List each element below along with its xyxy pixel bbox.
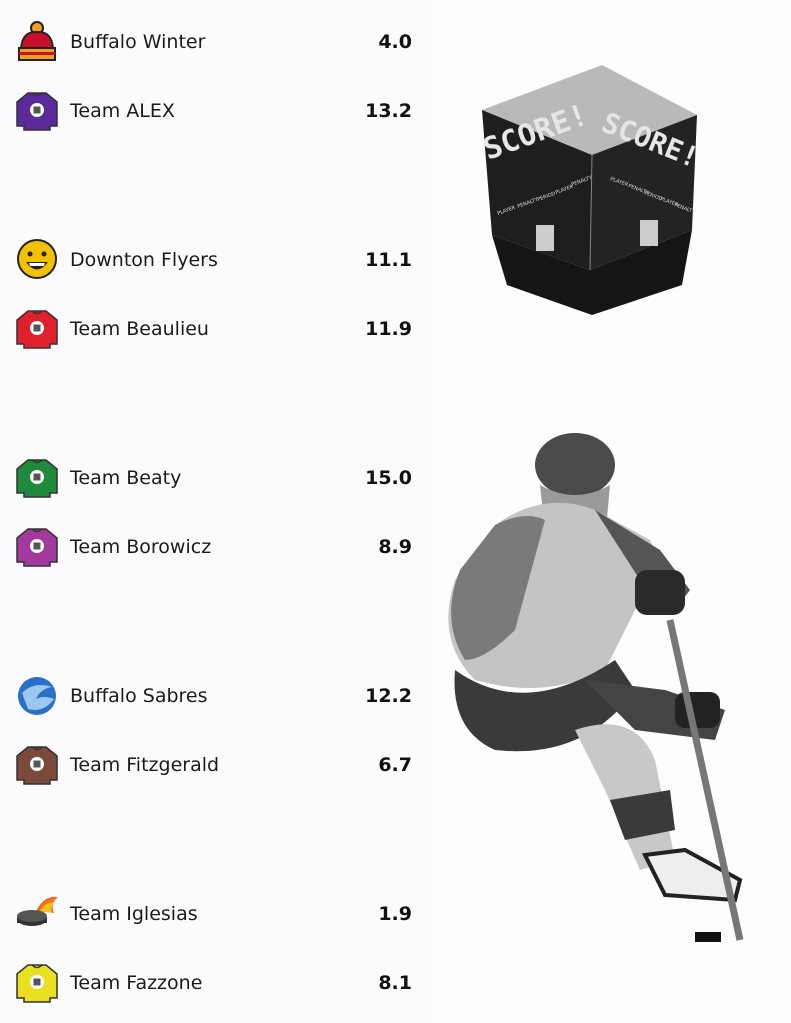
team-row[interactable]: Team Beaty 15.0 <box>14 455 412 501</box>
team-score: 15.0 <box>365 467 412 489</box>
team-score: 1.9 <box>378 903 412 925</box>
team-name: Team Iglesias <box>70 903 198 925</box>
team-row[interactable]: Downton Flyers 11.1 <box>14 237 412 283</box>
jersey-icon <box>14 524 60 570</box>
team-score: 13.2 <box>365 100 412 122</box>
team-name: Buffalo Sabres <box>70 685 208 707</box>
sabres-logo-icon <box>14 673 60 719</box>
team-score: 4.0 <box>378 31 412 53</box>
jersey-icon <box>14 742 60 788</box>
jersey-icon <box>14 88 60 134</box>
team-name: Team Borowicz <box>70 536 212 558</box>
team-name: Buffalo Winter <box>70 31 206 53</box>
team-name: Team Beaty <box>70 467 182 489</box>
winter-hat-icon <box>14 19 60 65</box>
team-score: 8.9 <box>378 536 412 558</box>
team-score: 11.9 <box>365 318 412 340</box>
smiley-face-icon <box>14 237 60 283</box>
team-row[interactable]: Team Fitzgerald 6.7 <box>14 742 412 788</box>
team-name: Team Beaulieu <box>70 318 209 340</box>
jersey-icon <box>14 455 60 501</box>
team-name: Team Fitzgerald <box>70 754 220 776</box>
jersey-icon <box>14 960 60 1006</box>
team-name: Downton Flyers <box>70 249 218 271</box>
matchup-list: Buffalo Winter 4.0 Team ALEX 13.2 Downto… <box>14 19 412 1006</box>
team-row[interactable]: Team ALEX 13.2 <box>14 88 412 134</box>
team-row[interactable]: Buffalo Sabres 12.2 <box>14 673 412 719</box>
team-row[interactable]: Team Iglesias 1.9 <box>14 891 412 937</box>
jersey-icon <box>14 306 60 352</box>
team-row[interactable]: Team Beaulieu 11.9 <box>14 306 412 352</box>
team-score: 12.2 <box>365 685 412 707</box>
team-score: 8.1 <box>378 972 412 994</box>
team-row[interactable]: Team Fazzone 8.1 <box>14 960 412 1006</box>
team-score: 6.7 <box>378 754 412 776</box>
team-score: 11.1 <box>365 249 412 271</box>
team-name: Team ALEX <box>70 100 175 122</box>
team-row[interactable]: Team Borowicz 8.9 <box>14 524 412 570</box>
team-row[interactable]: Buffalo Winter 4.0 <box>14 19 412 65</box>
flaming-puck-icon <box>14 891 60 937</box>
scoreboard-image: SCORE! SCORE! PLAYER PENALTY PERIOD PLAY… <box>479 65 704 315</box>
team-name: Team Fazzone <box>70 972 203 994</box>
hockey-player-image <box>448 433 744 942</box>
